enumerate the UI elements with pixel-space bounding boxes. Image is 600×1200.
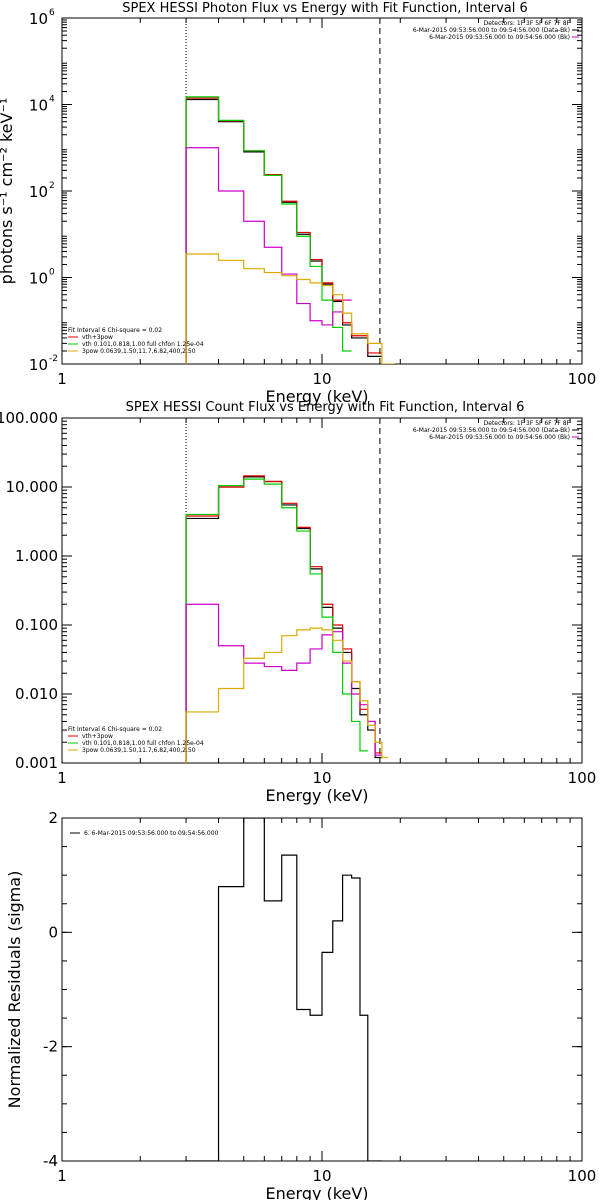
legend-entry: Fit Interval 6 Chi-square = 0.02 [68, 327, 162, 334]
legend-entry: Detectors: 1F 3F 5F 6F 7F 8F [484, 20, 571, 27]
legend-entry: 6-Mar-2015 09:53:56.000 to 09:54:56.000 … [429, 34, 570, 41]
y-tick-label: 100.000 [0, 409, 58, 427]
photon-flux-panel: SPEX HESSI Photon Flux vs Energy with Fi… [0, 1, 596, 406]
y-axis-label: Normalized Residuals (sigma) [5, 871, 24, 1109]
x-tick-label: 100 [568, 370, 597, 388]
y-tick-label: 10 [29, 183, 48, 201]
legend-entry: vth 0.101,0.818,1.00 full chfon 1.25e-04 [82, 740, 204, 747]
series-line [185, 96, 352, 364]
legend-entry: 6. 6-Mar-2015 09:53:56.000 to 09:54:56.0… [84, 830, 219, 837]
y-tick-label: 10 [29, 10, 48, 28]
x-tick-label: 10 [312, 370, 331, 388]
legend-entry: 6-Mar-2015 09:53:56.000 to 09:54:56.000 … [429, 434, 570, 441]
y-tick-exponent: 4 [49, 95, 55, 105]
y-axis-label: photons s⁻¹ cm⁻² keV⁻¹ [0, 98, 16, 285]
y-tick-label: 0.001 [15, 754, 58, 772]
series-line [185, 98, 382, 364]
legend-entry: Fit Interval 6 Chi-square = 0.02 [68, 726, 162, 733]
x-tick-label: 1 [57, 1167, 67, 1185]
x-tick-label: 10 [312, 769, 331, 787]
y-tick-label: -4 [43, 1152, 58, 1170]
x-tick-label: 100 [568, 1167, 597, 1185]
y-tick-label: 2 [48, 809, 58, 827]
y-tick-exponent: 0 [49, 268, 55, 278]
y-tick-label: 10 [29, 270, 48, 288]
x-tick-label: 100 [568, 769, 597, 787]
series-line [185, 97, 382, 364]
photon-flux-title: SPEX HESSI Photon Flux vs Energy with Fi… [122, 1, 528, 16]
series-line [185, 603, 382, 763]
x-tick-label: 10 [312, 1167, 331, 1185]
residuals-panel: 1 10 100 Energy (keV) -4 -2 0 2 Normalized Resid… [5, 809, 596, 1200]
x-tick-label: 1 [57, 769, 67, 787]
series-line [185, 147, 352, 364]
series-line [185, 476, 382, 763]
y-tick-label: 0 [48, 923, 58, 941]
legend-entry: 6-Mar-2015 09:53:56.000 to 09:54:56.000 … [413, 27, 570, 34]
x-axis-label: Energy (keV) [265, 786, 368, 805]
y-tick-exponent: -2 [49, 354, 58, 364]
legend-entry: vth 0.101,0.818,1.00 full chfon 1.25e-04 [82, 341, 204, 348]
y-tick-label: 10.000 [6, 478, 59, 496]
y-tick-label: 10 [29, 356, 48, 374]
legend-entry: 3pow 0.0639,1.50,11.7,6.82,400,2.50 [82, 747, 196, 754]
legend-entry: vth+3pow [82, 733, 113, 740]
legend-entry: vth+3pow [82, 334, 113, 341]
series-line [185, 627, 389, 763]
legend-entry: 6-Mar-2015 09:53:56.000 to 09:54:56.000 … [413, 427, 570, 434]
y-tick-label: 10 [29, 97, 48, 115]
x-tick-label: 1 [57, 370, 67, 388]
y-tick-label: 0.010 [15, 685, 58, 703]
x-axis-label: Energy (keV) [265, 1184, 368, 1200]
legend-entry: Detectors: 1F 3F 5F 6F 7F 8F [484, 420, 571, 427]
y-tick-exponent: 2 [49, 181, 55, 191]
y-tick-label: 0.100 [15, 616, 58, 634]
series-line [186, 818, 382, 1161]
y-tick-label: -2 [43, 1038, 58, 1056]
series-line [185, 253, 395, 364]
series-line [185, 478, 368, 763]
legend-entry: 3pow 0.0639,1.50,11.7,6.82,400,2.50 [82, 348, 196, 355]
count-flux-panel: SPEX HESSI Count Flux vs Energy with Fit… [0, 400, 596, 805]
count-flux-title: SPEX HESSI Count Flux vs Energy with Fit… [126, 400, 525, 415]
y-tick-exponent: 6 [49, 8, 55, 18]
plot-frame [61, 17, 583, 365]
y-tick-label: 1.000 [15, 547, 58, 565]
x-axis-label: Energy (keV) [265, 387, 368, 406]
